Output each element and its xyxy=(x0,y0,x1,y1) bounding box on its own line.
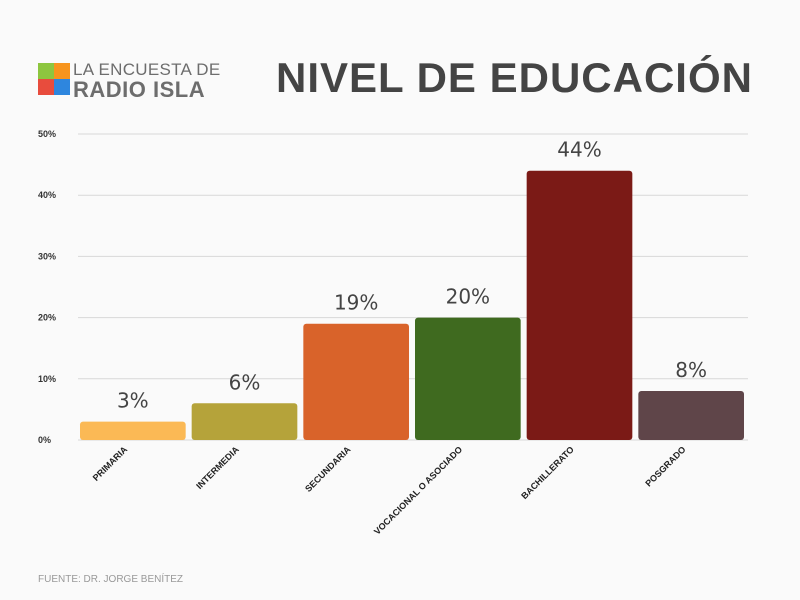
bar-posgrado xyxy=(638,391,744,440)
y-tick-label: 30% xyxy=(38,251,56,261)
x-tick-label: VOCACIONAL O ASOCIADO xyxy=(372,444,464,536)
bar-intermedia xyxy=(191,403,298,440)
bar-vocacional-o-asociado xyxy=(415,317,521,440)
bar-bachillerato xyxy=(526,170,633,440)
y-tick-label: 20% xyxy=(38,313,56,323)
data-label: 20% xyxy=(446,285,490,309)
logo-line2: RADIO ISLA xyxy=(73,77,206,102)
y-tick-label: 40% xyxy=(38,190,56,200)
page-title: NIVEL DE EDUCACIÓN xyxy=(276,54,753,101)
data-label: 3% xyxy=(117,389,149,413)
y-tick-label: 10% xyxy=(38,374,56,384)
y-tick-label: 0% xyxy=(38,435,51,445)
source-footer: FUENTE: DR. JORGE BENÍTEZ xyxy=(38,574,184,585)
x-tick-label: SECUNDARIA xyxy=(303,444,353,494)
data-label: 6% xyxy=(229,370,261,394)
data-label: 19% xyxy=(334,291,378,315)
data-label: 8% xyxy=(675,358,707,382)
x-tick-label: PRIMARIA xyxy=(91,444,130,483)
x-tick-label: POSGRADO xyxy=(643,444,687,488)
logo-line1: LA ENCUESTA DE xyxy=(73,60,221,79)
data-label: 44% xyxy=(557,138,601,162)
bar-primaria xyxy=(80,421,186,440)
logo-mark-icon xyxy=(38,63,70,95)
bar-secundaria xyxy=(303,323,409,440)
y-tick-label: 50% xyxy=(38,129,56,139)
x-tick-label: BACHILLERATO xyxy=(519,444,576,501)
x-tick-label: INTERMEDIA xyxy=(194,444,241,491)
logo: LA ENCUESTA DE RADIO ISLA xyxy=(38,61,238,101)
